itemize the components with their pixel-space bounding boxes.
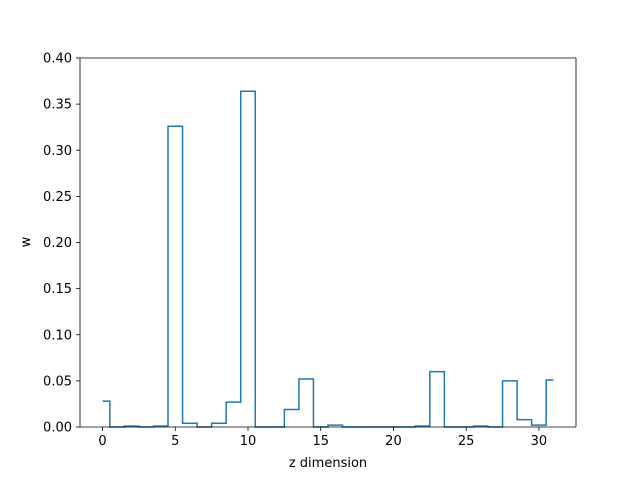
x-tick-label: 20 — [385, 434, 402, 449]
y-tick-label: 0.00 — [43, 421, 72, 436]
y-tick-label: 0.40 — [43, 52, 72, 67]
x-tick-label: 25 — [458, 434, 475, 449]
y-tick-label: 0.30 — [43, 144, 72, 159]
x-axis-label: z dimension — [289, 456, 367, 471]
y-tick-label: 0.15 — [43, 282, 72, 297]
y-tick-label: 0.25 — [43, 190, 72, 205]
y-tick-label: 0.05 — [43, 374, 72, 389]
y-tick-label: 0.10 — [43, 328, 72, 343]
x-tick-label: 5 — [171, 434, 179, 449]
y-axis-label: w — [19, 236, 34, 247]
x-tick-label: 0 — [98, 434, 106, 449]
y-tick-label: 0.35 — [43, 98, 72, 113]
plot-area: 0 5 10 15 20 25 30 0.00 0.05 0.10 0.15 0.20 0.25 0.30… — [43, 52, 577, 449]
y-tick-label: 0.20 — [43, 236, 72, 251]
x-tick-label: 15 — [312, 434, 329, 449]
x-tick-label: 30 — [531, 434, 548, 449]
x-tick-label: 10 — [240, 434, 257, 449]
series-line — [102, 90, 554, 428]
